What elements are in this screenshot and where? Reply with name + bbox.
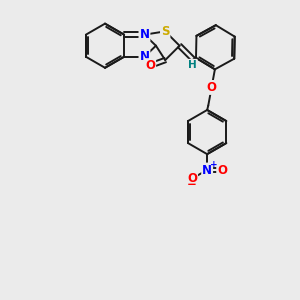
Text: N: N — [140, 50, 149, 63]
Text: H: H — [188, 60, 197, 70]
Text: N: N — [140, 28, 149, 41]
Text: N: N — [202, 164, 212, 176]
Text: O: O — [217, 164, 227, 176]
Text: O: O — [207, 81, 217, 94]
Text: −: − — [186, 178, 196, 191]
Text: O: O — [187, 172, 197, 185]
Text: O: O — [145, 59, 155, 72]
Text: S: S — [161, 25, 170, 38]
Text: +: + — [210, 160, 218, 169]
